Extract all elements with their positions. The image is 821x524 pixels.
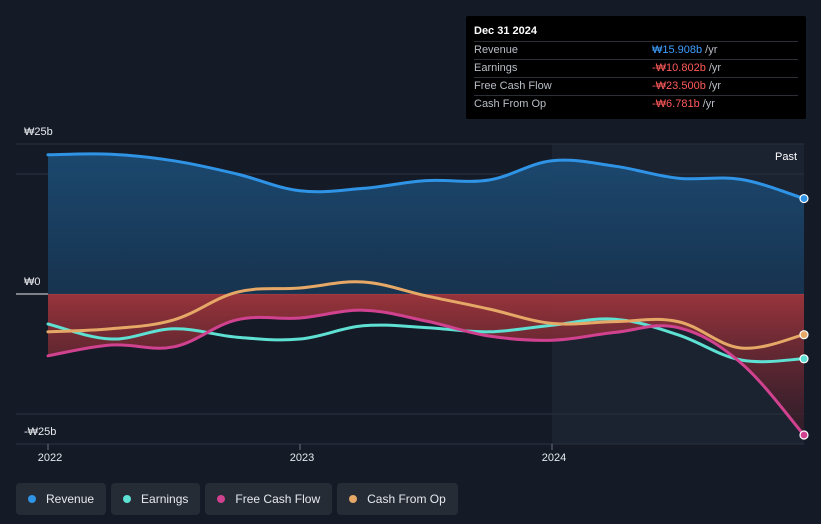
past-label: Past (775, 151, 797, 163)
legend-dot-icon (123, 495, 132, 503)
cash-from-op-line (46, 280, 806, 350)
tooltip-row-free-cash-flow: Free Cash Flow -₩23.500b /yr (474, 78, 798, 96)
tooltip-unit: /yr (708, 80, 722, 92)
tooltip-label: Earnings (474, 62, 518, 74)
area-fills (48, 153, 804, 435)
tooltip-value: ₩15.908b (652, 44, 703, 56)
legend-dot-icon (349, 495, 358, 503)
tooltip-label: Free Cash Flow (474, 80, 552, 92)
y-tick-label: ₩25b (24, 126, 53, 138)
legend: Revenue Earnings Free Cash Flow Cash Fro… (16, 483, 458, 515)
tooltip-label: Cash From Op (474, 98, 547, 110)
legend-label: Earnings (141, 492, 189, 506)
tooltip-unit: /yr (708, 62, 722, 74)
x-tick-label: 2023 (290, 452, 314, 464)
tooltip-row-earnings: Earnings -₩10.802b /yr (474, 60, 798, 78)
free-cash-flow-end-point (799, 430, 809, 440)
legend-item-revenue[interactable]: Revenue (16, 483, 107, 515)
x-tick-label: 2024 (542, 452, 566, 464)
legend-label: Revenue (46, 492, 95, 506)
revenue-end-point (799, 193, 809, 204)
tooltip-date: Dec 31 2024 (474, 23, 798, 42)
series-lines (46, 152, 809, 440)
y-tick-label: -₩25b (24, 426, 56, 438)
legend-item-free-cash-flow[interactable]: Free Cash Flow (205, 483, 333, 515)
axis-labels: ₩25b ₩0 -₩25b 2022 2023 2024 Past (24, 126, 797, 464)
earnings-line (46, 317, 806, 364)
tooltip-value: -₩10.802b (652, 62, 706, 74)
free-cash-flow-line (46, 308, 806, 437)
earnings-end-point (799, 354, 809, 364)
legend-dot-icon (217, 495, 226, 503)
legend-dot-icon (28, 495, 36, 503)
revenue-area (48, 153, 804, 294)
tooltip-unit: /yr (705, 44, 718, 56)
tooltip-row-revenue: Revenue ₩15.908b /yr (474, 42, 798, 60)
revenue-line (46, 152, 806, 201)
free-cash-flow-area (48, 294, 804, 435)
tooltip-row-cash-from-op: Cash From Op -₩6.781b /yr (474, 96, 798, 113)
cash-from-op-end-point (799, 330, 809, 340)
tooltip-unit: /yr (702, 98, 715, 110)
x-tick-label: 2022 (38, 452, 62, 464)
y-tick-label: ₩0 (24, 276, 41, 288)
tooltip-value: -₩6.781b (652, 98, 700, 110)
legend-label: Free Cash Flow (235, 492, 321, 506)
chart: ₩25b ₩0 -₩25b 2022 2023 2024 Past (16, 126, 809, 464)
legend-item-earnings[interactable]: Earnings (111, 483, 201, 515)
tooltip-value: -₩23.500b (652, 80, 706, 92)
tooltip-label: Revenue (474, 44, 519, 56)
tooltip: Dec 31 2024 Revenue ₩15.908b /yr Earning… (466, 16, 806, 119)
legend-label: Cash From Op (367, 492, 446, 506)
legend-item-cash-from-op[interactable]: Cash From Op (337, 483, 458, 515)
